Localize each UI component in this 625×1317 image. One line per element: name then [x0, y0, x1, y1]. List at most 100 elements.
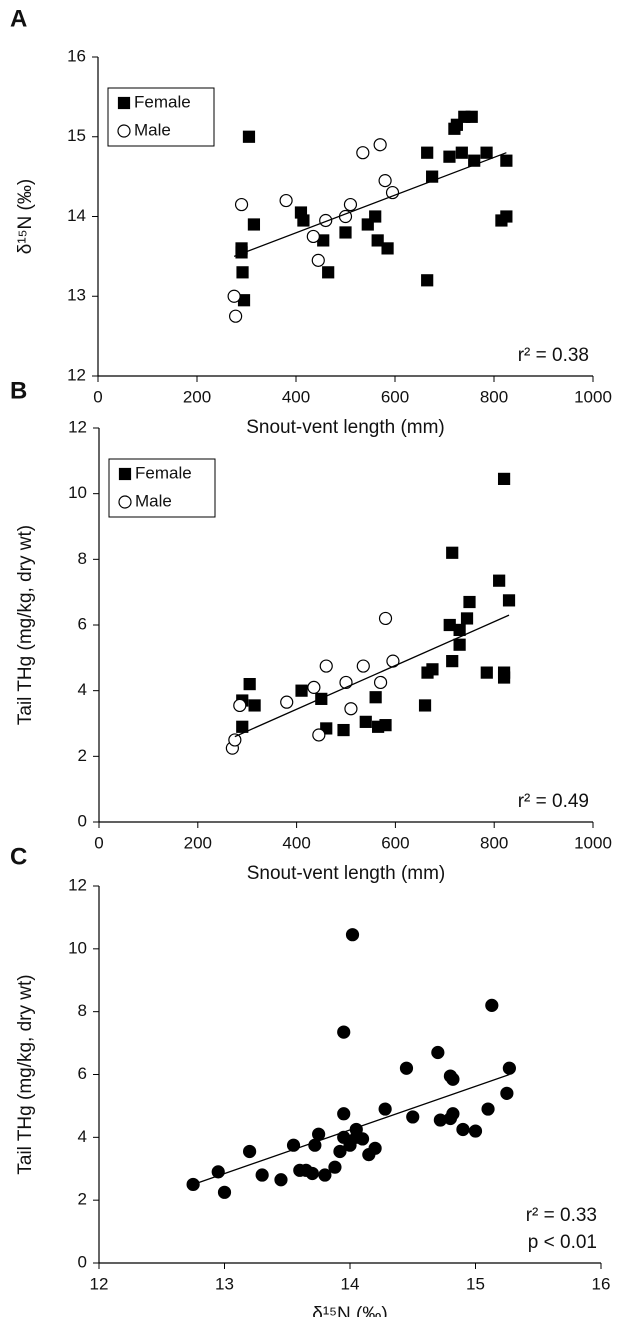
annotation: r² = 0.33	[526, 1205, 597, 1226]
point	[234, 197, 249, 212]
point	[369, 691, 382, 704]
point	[345, 928, 360, 942]
legend-label: Male	[134, 120, 171, 139]
point	[227, 289, 241, 303]
point	[243, 677, 256, 691]
x-tick-label: 800	[480, 833, 508, 852]
x-tick-label: 14	[341, 1274, 360, 1293]
panel-letter: C	[10, 843, 27, 870]
y-tick-label: 12	[68, 875, 87, 894]
y-tick-label: 13	[67, 286, 86, 305]
point	[385, 185, 400, 200]
point	[460, 612, 474, 625]
point	[456, 1122, 470, 1137]
point	[339, 226, 352, 239]
legend-marker	[118, 495, 132, 509]
point	[279, 193, 293, 208]
trend-line	[234, 614, 510, 738]
point	[369, 210, 382, 223]
point	[443, 150, 456, 163]
point	[236, 266, 249, 279]
y-tick-label: 2	[78, 746, 87, 765]
point	[229, 309, 243, 323]
point	[337, 1107, 351, 1121]
trend-line	[192, 1073, 510, 1186]
trend-line	[233, 152, 507, 257]
point	[480, 666, 493, 679]
point	[368, 1141, 382, 1155]
point	[371, 234, 384, 247]
point	[455, 146, 468, 159]
point	[453, 623, 466, 637]
legend-label: Female	[134, 92, 191, 111]
point	[356, 146, 370, 160]
point	[242, 130, 256, 143]
point	[468, 1124, 483, 1138]
point	[378, 1102, 392, 1116]
x-tick-label: 16	[592, 1274, 611, 1293]
point	[359, 715, 372, 728]
point	[318, 1168, 332, 1182]
point	[355, 1132, 370, 1146]
x-tick-label: 13	[215, 1274, 234, 1293]
point	[465, 110, 478, 123]
point	[312, 1127, 326, 1141]
point	[450, 118, 463, 131]
point	[333, 1144, 347, 1159]
x-tick-label: 12	[90, 1274, 109, 1293]
point	[399, 1061, 414, 1075]
point	[322, 266, 335, 279]
x-tick-label: 0	[93, 387, 102, 406]
point	[247, 218, 261, 231]
point	[453, 638, 466, 651]
point	[378, 611, 393, 626]
point	[446, 546, 459, 559]
point	[217, 1185, 232, 1199]
y-tick-label: 0	[78, 1252, 87, 1271]
x-tick-label: 400	[282, 833, 310, 852]
point	[378, 174, 392, 188]
x-axis-label: Snout-vent length (mm)	[247, 863, 446, 884]
point	[356, 659, 370, 673]
y-tick-label: 12	[68, 417, 87, 436]
y-tick-label: 6	[78, 614, 87, 633]
y-axis-label: Tail THg (mg/kg, dry wt)	[15, 974, 36, 1174]
point	[307, 680, 321, 694]
x-tick-label: 1000	[574, 387, 612, 406]
point	[228, 733, 242, 747]
x-tick-label: 400	[282, 387, 310, 406]
y-tick-label: 16	[67, 46, 86, 65]
y-tick-label: 0	[78, 811, 87, 830]
point	[235, 246, 248, 259]
point	[406, 1110, 420, 1124]
x-tick-label: 800	[480, 387, 508, 406]
point	[280, 695, 294, 709]
y-axis-label: δ¹⁵N (‰)	[15, 179, 36, 254]
y-tick-label: 2	[78, 1190, 87, 1209]
point	[305, 1166, 319, 1181]
y-tick-label: 8	[78, 1001, 87, 1020]
point	[463, 595, 476, 609]
y-tick-label: 15	[67, 126, 86, 145]
point	[497, 472, 511, 485]
annotation: r² = 0.38	[518, 345, 589, 366]
x-axis-label: δ¹⁵N (‰)	[312, 1304, 387, 1317]
y-tick-label: 10	[68, 938, 87, 957]
x-tick-label: 600	[381, 833, 409, 852]
point	[421, 274, 434, 287]
x-tick-label: 15	[466, 1274, 485, 1293]
panel-letter: A	[10, 5, 27, 32]
y-tick-label: 6	[78, 1064, 87, 1083]
legend-label: Female	[135, 463, 192, 482]
point	[243, 1144, 257, 1159]
point	[295, 684, 308, 697]
legend-marker	[118, 467, 132, 481]
point	[343, 197, 358, 212]
point	[480, 146, 493, 159]
panel-letter: B	[10, 377, 27, 404]
legend-marker	[117, 96, 131, 110]
point	[361, 218, 374, 231]
point	[312, 728, 326, 742]
